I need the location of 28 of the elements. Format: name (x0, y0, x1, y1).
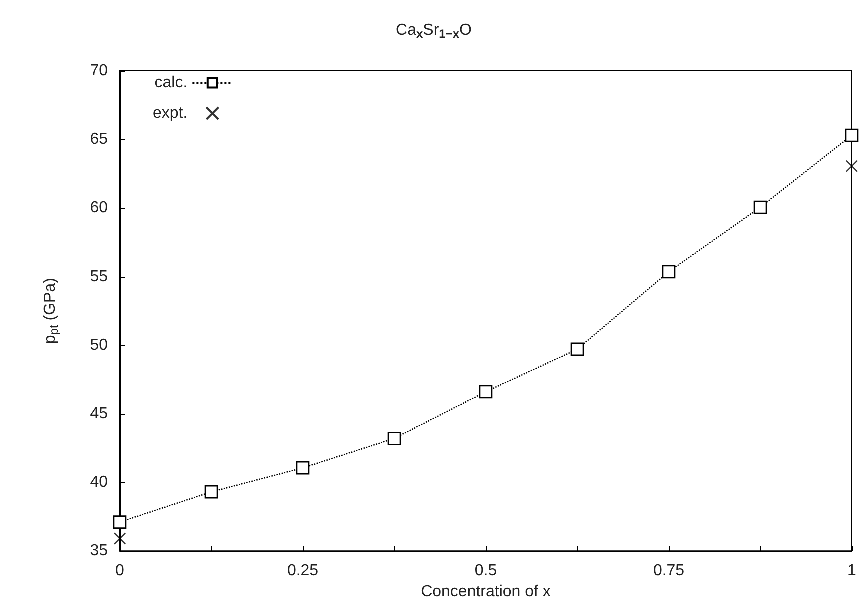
y-tick-label: 50 (90, 336, 108, 354)
point (388, 432, 402, 446)
y-tick-label: 70 (90, 62, 108, 80)
y-tick-label: 60 (90, 200, 108, 217)
point (754, 200, 768, 214)
x-tick-label: 0.25 (287, 562, 319, 580)
point (204, 485, 218, 499)
point (114, 532, 126, 545)
point (296, 461, 310, 475)
point (479, 385, 493, 399)
x-axis-title: Concentration of x (421, 584, 551, 600)
x-tick-label: 1 (848, 562, 857, 580)
legend-label: calc. (154, 74, 188, 92)
legend-label: expt. (153, 105, 188, 122)
point (846, 160, 858, 172)
y-tick-label: 55 (90, 268, 108, 286)
y-tick-label: 65 (90, 131, 108, 148)
x-tick-label: 0.75 (653, 562, 685, 580)
x-tick-label: 0 (116, 562, 125, 580)
point (113, 516, 127, 529)
point (845, 128, 859, 142)
y-tick-label: 35 (90, 542, 108, 560)
y-axis-title: ppt (GPa) (42, 278, 61, 344)
point (570, 342, 584, 356)
y-tick-label: 40 (90, 474, 108, 492)
y-tick-label: 45 (90, 405, 108, 422)
x-tick-label: 0.5 (474, 562, 498, 580)
point (662, 265, 676, 279)
